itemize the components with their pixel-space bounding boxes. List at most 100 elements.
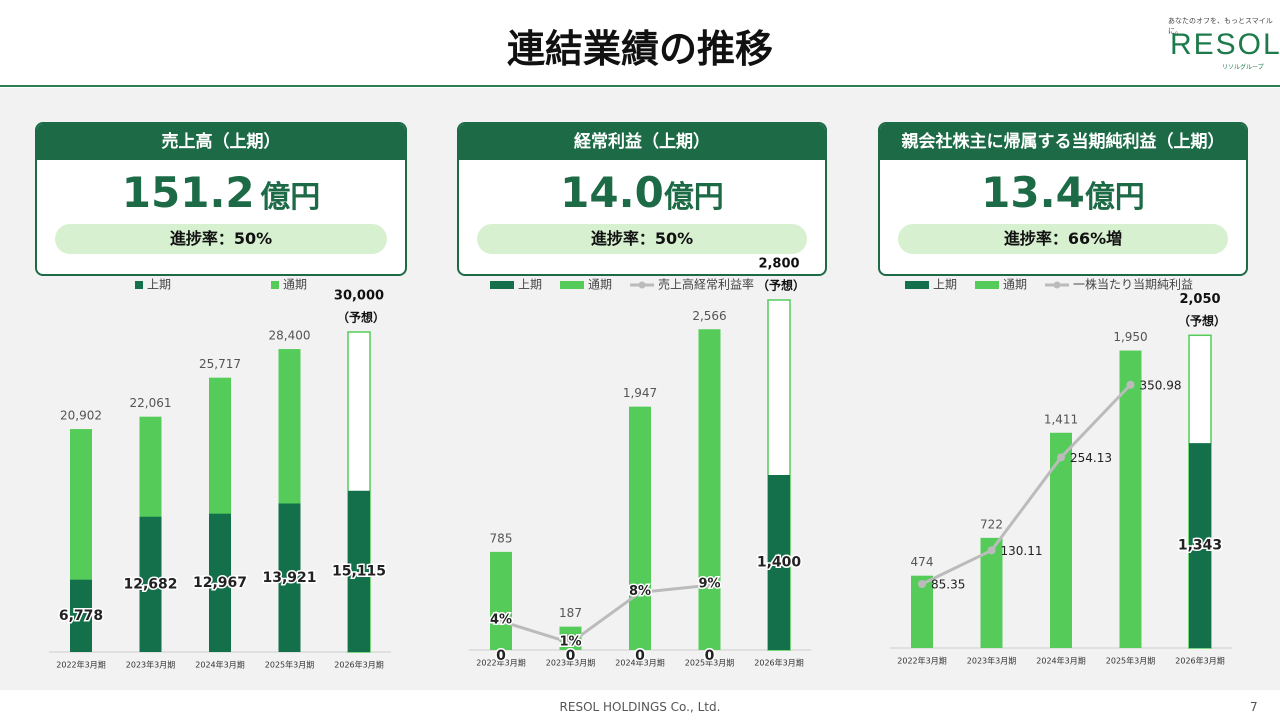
value-label: 2,800 bbox=[758, 257, 799, 272]
value-label: 1,411 bbox=[1044, 412, 1078, 426]
annotation: （予想） bbox=[1178, 313, 1226, 328]
x-tick-label: 2022年3月期 bbox=[56, 660, 105, 670]
value-label: 8% bbox=[629, 584, 651, 599]
card-title: 親会社株主に帰属する当期純利益（上期） bbox=[880, 124, 1246, 160]
value-label: 350.98 bbox=[1140, 378, 1182, 392]
legend-swatch bbox=[135, 281, 143, 289]
value-label: 0 bbox=[635, 648, 645, 664]
value-label: 474 bbox=[911, 555, 934, 569]
bar bbox=[911, 575, 933, 648]
value-label: 22,061 bbox=[130, 396, 172, 410]
point bbox=[1057, 453, 1065, 462]
card-value: 13.4億円 bbox=[880, 168, 1246, 218]
line bbox=[500, 583, 710, 645]
value-label: 722 bbox=[980, 517, 1003, 531]
x-tick-label: 2022年3月期 bbox=[476, 658, 525, 668]
point bbox=[1126, 380, 1135, 389]
legend-label: 通期 bbox=[1003, 278, 1027, 292]
point bbox=[497, 617, 505, 626]
value-label: 12,967 bbox=[193, 575, 247, 591]
legend-label: 上期 bbox=[933, 278, 957, 292]
value-label: 0 bbox=[496, 648, 506, 664]
legend-swatch bbox=[490, 281, 514, 289]
value-label: 1,343 bbox=[1178, 538, 1222, 554]
card-title: 売上高（上期） bbox=[37, 124, 405, 160]
value-label: 4% bbox=[490, 613, 512, 628]
value-label: 130.11 bbox=[1001, 544, 1043, 558]
title: 連結業績の推移 bbox=[506, 27, 773, 71]
legend-label: 売上高経常利益率 bbox=[658, 277, 754, 292]
legend-swatch bbox=[1053, 281, 1061, 289]
point bbox=[918, 579, 926, 588]
point bbox=[705, 581, 714, 590]
legend-swatch bbox=[975, 281, 1000, 289]
bar bbox=[209, 513, 231, 652]
point bbox=[987, 546, 996, 555]
x-tick-label: 2026年3月期 bbox=[754, 658, 803, 668]
header-rule bbox=[0, 85, 1280, 87]
bar bbox=[1050, 432, 1072, 648]
legend-label: 通期 bbox=[283, 278, 307, 292]
legend-swatch bbox=[638, 281, 646, 289]
bar bbox=[698, 329, 721, 650]
line bbox=[921, 383, 1132, 586]
page-number: 7 bbox=[1250, 700, 1258, 714]
group-name: リソルグループ bbox=[1222, 64, 1264, 71]
bar bbox=[768, 475, 790, 650]
x-tick-label: 2024年3月期 bbox=[195, 660, 244, 670]
footer: RESOL HOLDINGS Co., Ltd. bbox=[559, 700, 721, 714]
card-title: 経常利益（上期） bbox=[459, 124, 825, 160]
x-tick-label: 2024年3月期 bbox=[1036, 656, 1085, 666]
value-label: 785 bbox=[490, 531, 513, 545]
value-label: 254.13 bbox=[1070, 451, 1112, 465]
point bbox=[636, 588, 644, 597]
bar bbox=[490, 551, 512, 650]
unit: 億円 bbox=[260, 180, 321, 215]
value-label: 28,400 bbox=[269, 329, 311, 343]
value-label: 187 bbox=[559, 606, 582, 620]
legend-label: 上期 bbox=[147, 278, 171, 292]
value-label: 13,921 bbox=[262, 570, 316, 586]
legend-label: 上期 bbox=[518, 278, 542, 292]
card: 売上高（上期） 151.2 億円 進捗率：50% bbox=[35, 122, 407, 276]
x-tick-label: 2026年3月期 bbox=[334, 660, 383, 670]
annotation: （予想） bbox=[337, 310, 385, 325]
value-label: 2,566 bbox=[692, 309, 726, 323]
value-label: 12,682 bbox=[123, 576, 177, 592]
value-label: 85.35 bbox=[931, 577, 965, 591]
bar bbox=[980, 537, 1003, 648]
bar bbox=[278, 503, 301, 652]
card-value: 151.2 億円 bbox=[37, 168, 405, 218]
legend-label: 一株当たり当期純利益 bbox=[1073, 277, 1193, 292]
value-label: 1,947 bbox=[623, 386, 657, 400]
card-value: 14.0億円 bbox=[459, 168, 825, 218]
unit: 億円 bbox=[1084, 180, 1145, 215]
bar bbox=[348, 490, 370, 652]
x-tick-label: 2026年3月期 bbox=[1175, 656, 1224, 666]
value-label: 0 bbox=[566, 648, 576, 664]
value-label: 1,400 bbox=[757, 555, 802, 571]
tagline: あなたのオフを、もっとスマイルに。 bbox=[1168, 17, 1273, 35]
x-tick-label: 2025年3月期 bbox=[1106, 656, 1155, 666]
bar bbox=[139, 516, 162, 652]
annotation: （予想） bbox=[757, 278, 805, 293]
legend-label: 通期 bbox=[588, 278, 612, 292]
value: 151.2 bbox=[121, 168, 255, 217]
value-label: 30,000 bbox=[334, 289, 384, 304]
value-label: 1,950 bbox=[1113, 330, 1147, 344]
value-label: 0 bbox=[705, 648, 715, 664]
value-label: 15,115 bbox=[332, 563, 386, 579]
legend-swatch bbox=[905, 281, 929, 289]
legend-swatch bbox=[271, 281, 280, 289]
value: 13.4 bbox=[981, 168, 1085, 217]
point bbox=[566, 638, 575, 647]
value-label: 20,902 bbox=[60, 409, 102, 423]
legend-swatch bbox=[560, 281, 585, 289]
unit: 億円 bbox=[663, 180, 724, 215]
bar bbox=[1189, 443, 1211, 648]
bar bbox=[70, 579, 92, 652]
progress: 進捗率：50% bbox=[55, 224, 387, 254]
x-tick-label: 2023年3月期 bbox=[546, 658, 595, 668]
